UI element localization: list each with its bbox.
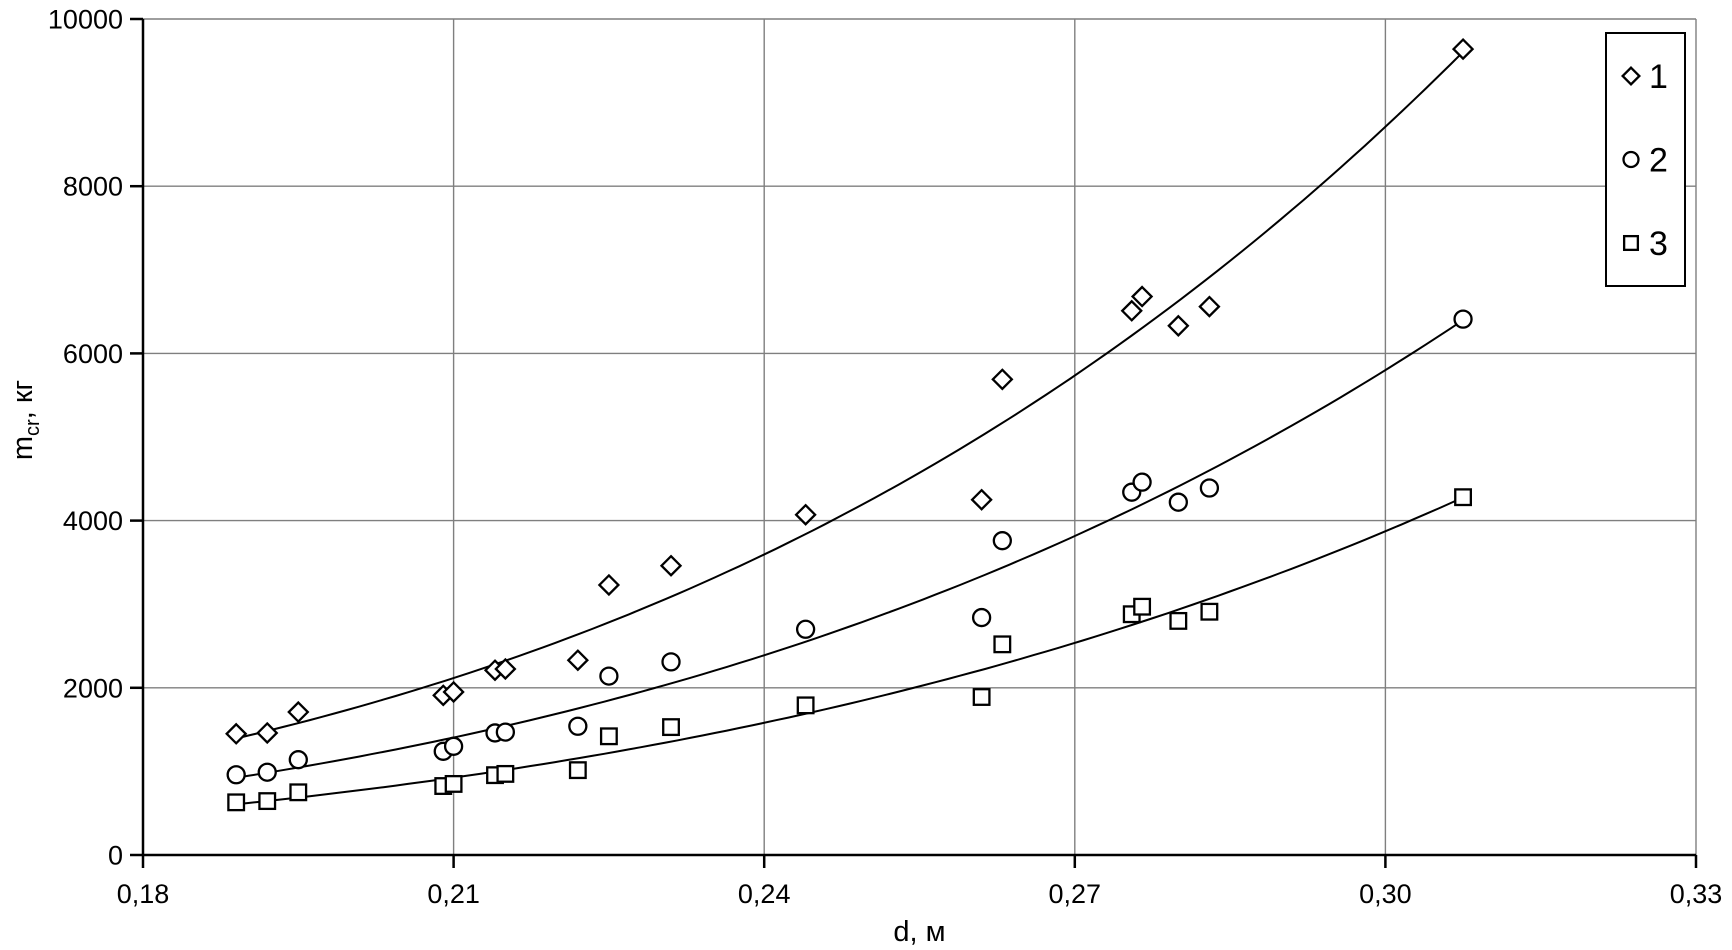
legend-square-icon <box>1622 234 1640 252</box>
x-tick-label: 0,33 <box>1670 879 1723 909</box>
data-point-series-2 <box>661 652 681 672</box>
series-1-points <box>225 37 1475 745</box>
data-point-series-2 <box>495 722 516 742</box>
data-point-series-3 <box>1454 488 1473 507</box>
data-point-series-3 <box>568 761 587 780</box>
legend-item-1: 1 <box>1621 58 1668 96</box>
x-tick-label: 0,21 <box>427 879 480 909</box>
data-point-series-1 <box>597 573 621 597</box>
data-point-series-1 <box>659 554 683 577</box>
data-point-series-3 <box>599 727 618 746</box>
data-point-series-1 <box>991 368 1014 391</box>
y-tick-label: 8000 <box>63 172 123 202</box>
data-point-series-3 <box>796 696 815 715</box>
data-point-series-2 <box>288 750 308 770</box>
data-point-series-3 <box>289 783 308 802</box>
data-point-series-2 <box>1453 309 1473 329</box>
legend-diamond-icon <box>1621 66 1641 86</box>
y-tick-label: 0 <box>108 840 123 870</box>
legend-label: 2 <box>1649 142 1668 180</box>
legend: 1 2 3 <box>1605 32 1686 287</box>
x-tick-label: 0,30 <box>1359 879 1412 909</box>
x-tick-label: 0,27 <box>1049 879 1102 909</box>
data-point-series-1 <box>225 722 248 745</box>
legend-circle-icon <box>1622 150 1640 169</box>
data-point-series-2 <box>1168 492 1188 512</box>
data-point-series-2 <box>992 531 1012 551</box>
data-point-series-2 <box>1132 472 1152 492</box>
data-point-series-1 <box>1130 285 1154 308</box>
y-tick-label: 4000 <box>63 506 123 536</box>
data-point-series-1 <box>442 680 465 704</box>
data-point-series-2 <box>1199 478 1220 498</box>
data-point-series-1 <box>1120 299 1143 322</box>
y-tick-label: 2000 <box>63 673 123 703</box>
series-2-points <box>226 309 1473 785</box>
x-axis-title: d, м <box>893 916 945 948</box>
x-tick-label: 0,18 <box>117 879 170 909</box>
data-point-series-3 <box>662 718 680 737</box>
series-3-points <box>227 488 1473 812</box>
axes <box>130 17 1698 868</box>
data-point-series-2 <box>257 762 277 782</box>
data-point-series-1 <box>1167 314 1190 337</box>
tick-labels: 0 2000 4000 6000 8000 10000 0,18 0,21 0,24 0,27 0,… <box>48 4 1722 909</box>
data-point-series-3 <box>1200 602 1219 621</box>
data-point-series-1 <box>566 649 589 672</box>
data-point-series-1 <box>1198 295 1221 318</box>
data-point-series-2 <box>971 607 992 628</box>
trendline-series-1 <box>235 51 1464 740</box>
data-point-series-1 <box>256 721 279 745</box>
legend-label: 1 <box>1649 58 1668 96</box>
data-point-series-1 <box>1451 37 1475 61</box>
legend-label: 3 <box>1649 225 1668 263</box>
data-point-series-2 <box>226 765 246 785</box>
trendline-series-2 <box>236 319 1464 779</box>
data-point-series-3 <box>258 792 277 811</box>
data-point-series-3 <box>1133 597 1152 616</box>
data-point-series-3 <box>496 764 515 783</box>
data-point-series-3 <box>444 774 463 793</box>
data-point-series-2 <box>599 666 619 686</box>
data-point-series-2 <box>568 716 588 736</box>
gridlines <box>143 18 1697 855</box>
data-point-series-2 <box>795 619 816 639</box>
data-point-series-3 <box>1169 611 1188 630</box>
legend-item-2: 2 <box>1622 142 1668 180</box>
data-point-series-3 <box>227 793 246 812</box>
y-axis-title: mcr, кг <box>7 380 44 460</box>
x-tick-label: 0,24 <box>738 879 791 909</box>
y-tick-label: 10000 <box>48 4 123 34</box>
data-point-series-1 <box>970 488 993 511</box>
legend-box <box>1605 32 1686 287</box>
data-point-series-1 <box>794 503 817 526</box>
data-point-series-1 <box>494 657 517 681</box>
data-point-series-1 <box>287 700 310 724</box>
legend-item-3: 3 <box>1622 225 1668 263</box>
y-tick-label: 6000 <box>63 339 123 369</box>
data-point-series-3 <box>993 635 1012 654</box>
data-point-series-2 <box>443 736 464 756</box>
data-point-series-3 <box>972 688 991 706</box>
